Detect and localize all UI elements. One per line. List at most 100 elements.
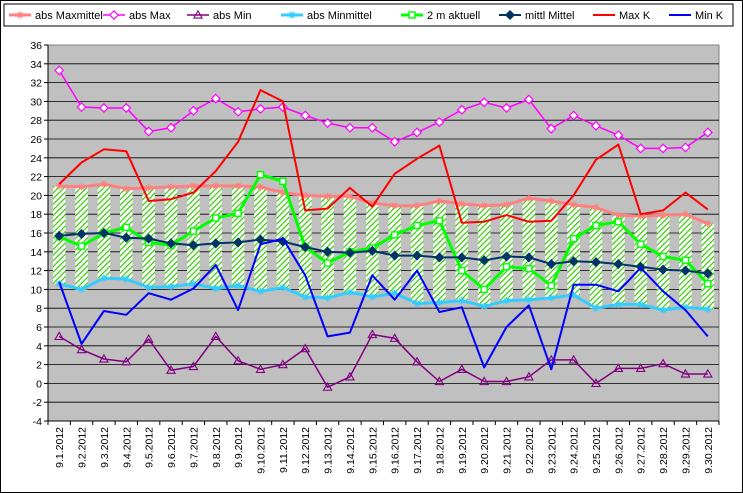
- point-marker: [456, 252, 467, 263]
- point-marker: [165, 238, 177, 249]
- legend-label: abs Min: [213, 10, 252, 22]
- point-marker: [391, 202, 399, 210]
- point-marker: [434, 376, 445, 386]
- point-marker: [210, 238, 221, 249]
- point-marker: [592, 304, 600, 312]
- point-marker: [613, 363, 624, 373]
- point-marker: [322, 117, 333, 129]
- y-tick-label: 4: [36, 341, 42, 353]
- point-marker: [547, 294, 555, 302]
- x-tick-label: 9.21.2012: [502, 427, 514, 474]
- point-marker: [658, 264, 669, 275]
- point-marker: [525, 265, 533, 273]
- point-marker: [635, 363, 646, 373]
- point-marker: [704, 280, 712, 288]
- axes: -4-20246810121416182022242628303234369.1…: [30, 40, 720, 474]
- point-marker: [145, 283, 153, 292]
- series-min-k: [58, 237, 709, 371]
- point-marker: [344, 371, 355, 381]
- x-tick-label: 9.6.2012: [166, 427, 178, 468]
- point-marker: [121, 356, 132, 366]
- point-marker: [255, 103, 266, 114]
- point-marker: [569, 234, 578, 243]
- x-tick-label: 9.25.2012: [591, 427, 603, 474]
- point-marker: [658, 143, 669, 154]
- x-tick-label: 9.7.2012: [188, 427, 200, 468]
- point-marker: [613, 130, 624, 141]
- legend-label: abs Maxmittel: [35, 10, 103, 22]
- legend-label: mittl Mittel: [525, 10, 575, 22]
- point-marker: [210, 331, 221, 341]
- point-marker: [98, 227, 109, 239]
- point-marker: [100, 180, 108, 188]
- point-marker: [143, 126, 154, 137]
- band-bar: [187, 186, 200, 284]
- point-marker: [390, 231, 399, 239]
- x-tick-label: 9.27.2012: [636, 427, 648, 474]
- point-marker: [323, 294, 332, 302]
- x-tick-label: 9.14.2012: [345, 427, 357, 474]
- point-marker: [98, 353, 109, 363]
- series-line: [58, 89, 709, 224]
- point-marker: [614, 300, 622, 309]
- point-marker: [458, 297, 466, 305]
- point-marker: [301, 191, 309, 199]
- point-marker: [546, 258, 557, 270]
- point-marker: [76, 228, 87, 239]
- point-marker: [54, 331, 65, 341]
- point-marker: [479, 376, 490, 386]
- point-marker: [212, 214, 220, 222]
- point-marker: [704, 305, 712, 313]
- y-tick-label: 34: [30, 59, 42, 71]
- point-marker: [167, 183, 175, 191]
- legend-label: abs Minmittel: [307, 10, 372, 22]
- point-marker: [367, 329, 378, 339]
- point-marker: [108, 9, 120, 21]
- band-bar: [544, 201, 558, 298]
- point-marker: [434, 117, 445, 128]
- band-bar: [433, 201, 446, 303]
- point-marker: [167, 282, 175, 291]
- y-tick-label: 36: [30, 40, 42, 52]
- band-bar: [522, 198, 536, 300]
- point-marker: [121, 232, 132, 243]
- legend-item: abs Maxmittel: [9, 10, 103, 22]
- point-marker: [346, 288, 354, 296]
- point-marker: [413, 221, 421, 230]
- point-marker: [189, 227, 198, 235]
- point-marker: [704, 220, 712, 228]
- band-bar: [164, 186, 178, 287]
- legend-item: 2 m aktuell: [401, 10, 480, 22]
- y-tick-label: 30: [30, 96, 42, 108]
- x-tick-label: 9.5.2012: [144, 427, 156, 468]
- y-tick-label: 0: [36, 378, 42, 390]
- series-line: [59, 182, 709, 225]
- point-marker: [389, 250, 400, 261]
- point-marker: [143, 233, 154, 244]
- legend: abs Maxmittel abs Max abs Min abs Minmittel…: [3, 3, 734, 27]
- point-marker: [568, 256, 579, 267]
- point-marker: [122, 223, 130, 232]
- x-tick-label: 9.1.2012: [54, 427, 66, 468]
- point-marker: [568, 354, 579, 364]
- point-marker: [680, 265, 691, 276]
- point-marker: [637, 300, 645, 309]
- point-marker: [680, 368, 691, 378]
- series-line: [58, 237, 709, 371]
- x-tick-label: 9.28.2012: [658, 427, 670, 474]
- point-marker: [323, 192, 332, 200]
- legend-label: Min K: [695, 10, 724, 22]
- point-marker: [256, 171, 265, 179]
- band-bar: [209, 186, 223, 289]
- point-marker: [145, 184, 153, 192]
- point-marker: [212, 284, 220, 293]
- legend-item: abs Min: [187, 9, 252, 22]
- point-marker: [434, 252, 445, 263]
- point-marker: [412, 356, 423, 366]
- series-line: [58, 276, 708, 312]
- point-marker: [344, 122, 355, 133]
- point-marker: [322, 381, 333, 391]
- point-marker: [681, 256, 690, 264]
- point-marker: [480, 285, 488, 294]
- point-marker: [456, 104, 467, 115]
